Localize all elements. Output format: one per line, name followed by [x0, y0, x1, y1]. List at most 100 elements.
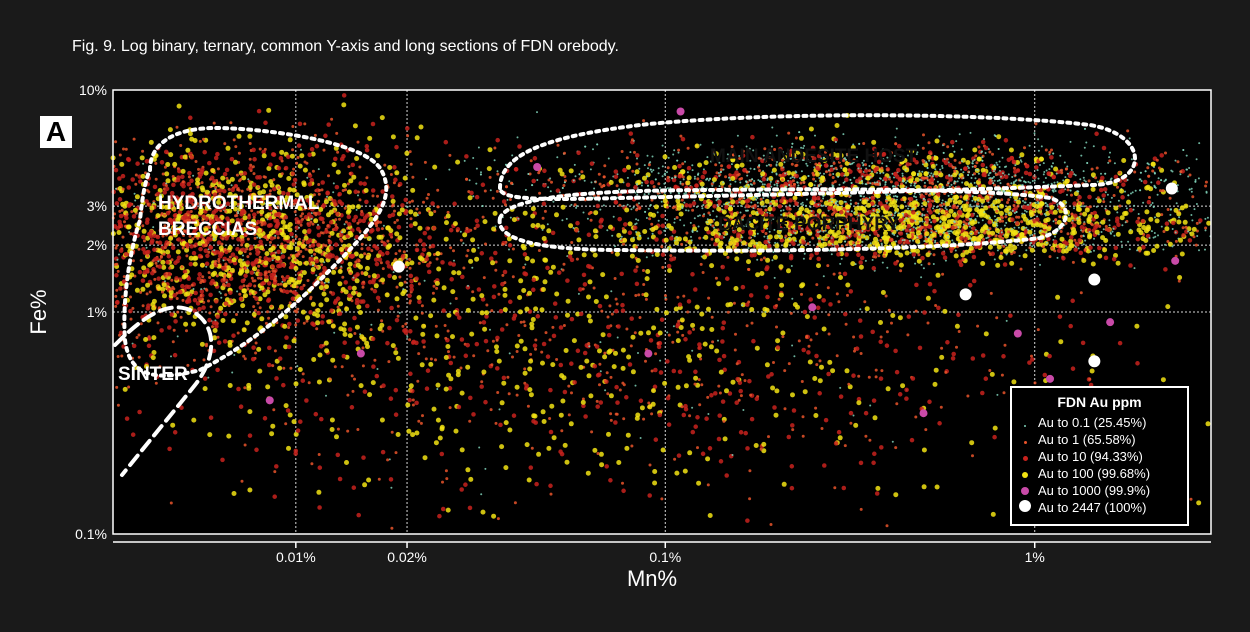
data-point [1003, 174, 1009, 180]
data-point [241, 327, 247, 333]
data-point [832, 173, 835, 175]
data-point [256, 310, 261, 316]
data-point [806, 198, 808, 201]
data-point [314, 258, 320, 264]
data-point [335, 296, 341, 301]
data-point [976, 168, 979, 171]
data-point [807, 175, 810, 177]
data-point [1186, 168, 1188, 171]
data-point [1120, 195, 1125, 200]
data-point [718, 185, 721, 188]
data-point [188, 115, 193, 121]
data-point [1102, 200, 1106, 204]
data-point [782, 209, 785, 212]
data-point [864, 259, 867, 262]
data-point [1043, 171, 1046, 173]
data-point [531, 178, 536, 184]
data-point [134, 194, 140, 200]
data-point [1128, 137, 1131, 140]
data-point [292, 167, 296, 171]
data-point [154, 177, 158, 181]
data-point [237, 151, 241, 155]
data-point [299, 250, 303, 253]
data-point [798, 135, 804, 141]
data-point [121, 235, 125, 239]
data-point [229, 121, 233, 125]
data-point [417, 261, 421, 265]
data-point [1139, 178, 1142, 181]
data-point [1156, 180, 1161, 185]
data-point [240, 303, 246, 309]
data-point [193, 290, 198, 296]
data-point [1007, 198, 1011, 202]
data-point [154, 161, 158, 165]
data-point [562, 184, 566, 187]
data-point [686, 175, 692, 181]
data-point [425, 196, 429, 200]
data-point [150, 238, 155, 243]
data-point [589, 168, 592, 171]
data-point [152, 201, 155, 204]
data-point [576, 150, 581, 156]
data-point [338, 232, 344, 238]
data-point [771, 126, 774, 129]
data-point [156, 276, 161, 281]
data-point [164, 184, 168, 187]
data-point [192, 261, 198, 267]
data-point [709, 177, 711, 180]
data-point [1148, 196, 1151, 199]
data-point [1161, 189, 1165, 193]
data-point [575, 205, 578, 207]
data-point [165, 286, 169, 290]
data-point [941, 185, 944, 188]
data-point [923, 184, 927, 188]
data-point [739, 181, 742, 184]
data-point [1153, 172, 1156, 175]
data-point [683, 192, 686, 195]
data-point [892, 199, 897, 205]
data-point [661, 165, 664, 168]
data-point [344, 220, 348, 224]
data-point [351, 290, 356, 296]
data-point [507, 243, 513, 248]
data-point [329, 245, 334, 251]
data-point [224, 167, 230, 173]
data-point [299, 153, 305, 159]
data-point [418, 211, 422, 215]
data-point [894, 136, 897, 139]
data-point [1010, 182, 1013, 185]
data-point [643, 164, 646, 167]
data-point [666, 175, 670, 179]
data-point [410, 187, 416, 193]
data-point [184, 284, 189, 289]
data-point [1037, 177, 1040, 180]
data-point [626, 203, 629, 206]
data-point [679, 180, 682, 183]
data-point [413, 315, 419, 321]
data-point [878, 201, 883, 206]
data-point [974, 177, 977, 180]
data-point [116, 269, 120, 273]
data-point [277, 365, 283, 371]
data-point [630, 138, 634, 142]
data-point [286, 176, 292, 181]
data-point [258, 255, 262, 259]
data-point [386, 239, 390, 243]
data-point [691, 169, 694, 172]
data-point [269, 236, 275, 241]
data-point [161, 282, 167, 288]
data-point [394, 144, 399, 150]
data-point [370, 249, 374, 253]
data-point [316, 225, 321, 230]
data-point [198, 139, 202, 143]
data-point [550, 180, 553, 184]
data-point [115, 385, 119, 389]
data-point [770, 177, 773, 180]
data-point [334, 223, 338, 227]
data-point [180, 174, 185, 180]
data-point [310, 254, 313, 257]
data-point [475, 182, 478, 185]
data-point [812, 177, 816, 181]
data-point [225, 176, 229, 180]
data-point [1108, 159, 1112, 163]
